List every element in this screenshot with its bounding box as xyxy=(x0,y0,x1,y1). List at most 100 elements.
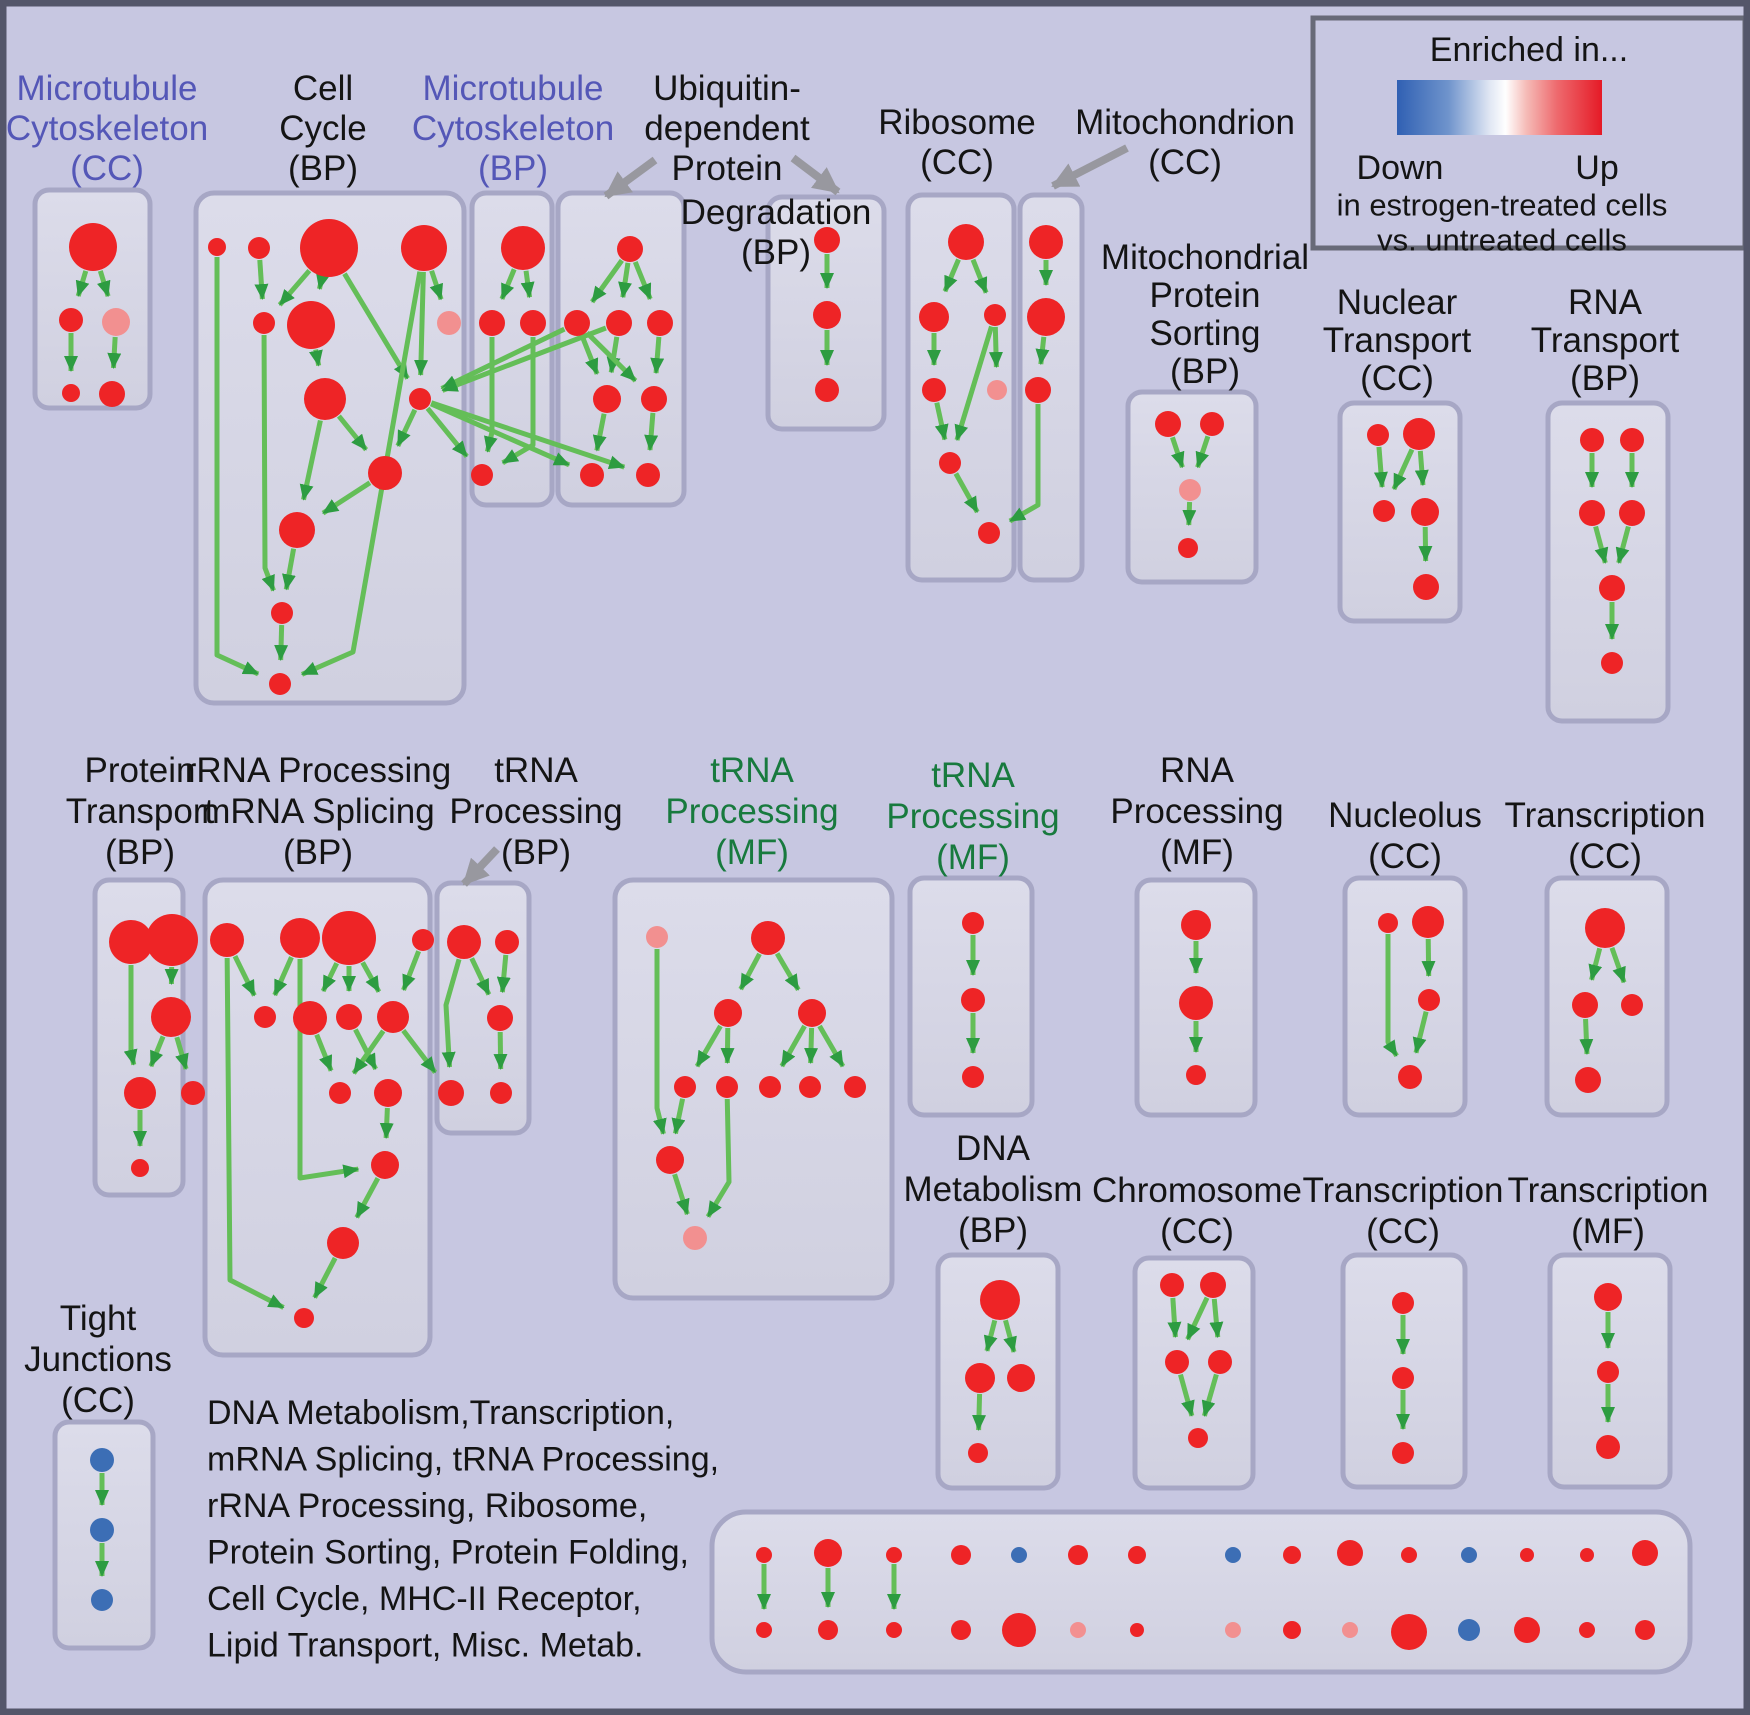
label-nucleolus: Nucleolus (CC) xyxy=(1328,796,1482,876)
go-term-node-rna-trans-rt1 xyxy=(1580,428,1604,452)
edge-cell-cycle-c11-c12 xyxy=(282,548,297,591)
edge-cell-cycle-c4-c13 xyxy=(300,271,423,677)
go-term-node-trans-cc-2-z2 xyxy=(1392,1367,1414,1389)
edge-trans-cc-1-y2-y4 xyxy=(1579,1018,1594,1056)
label-cell-cycle: Cell Cycle (BP) xyxy=(279,69,367,188)
go-term-node-mt-cc-c xyxy=(102,308,130,336)
go-term-node-misc-strip-g3b xyxy=(886,1622,902,1638)
go-term-node-cell-cycle-c1 xyxy=(208,238,226,256)
go-term-node-rna-mf-x1 xyxy=(1181,910,1211,940)
go-term-node-trans-cc-1-y4 xyxy=(1575,1067,1601,1093)
go-term-node-rrna-rr2 xyxy=(280,918,320,958)
label-trna-mf-2: tRNA Processing (MF) xyxy=(886,756,1059,877)
cluster-box-rna-trans xyxy=(1545,400,1671,724)
edge-cell-cycle-c5-c12 xyxy=(261,334,276,592)
label-mt-cc: Microtubule Cytoskeleton (CC) xyxy=(6,69,208,188)
go-term-node-rrna-rr6 xyxy=(293,1001,327,1035)
edge-cell-cycle-c10-c11 xyxy=(321,480,372,516)
label-rrna: rRNA Processing mRNA Splicing (BP) xyxy=(185,751,451,872)
go-term-node-misc-strip-g14t xyxy=(1580,1548,1594,1562)
edge-rrna-rr11-rr12 xyxy=(354,1177,381,1219)
label-trans-mf: Transcription (MF) xyxy=(1508,1171,1709,1251)
edge-ubiq1-u1-u4 xyxy=(632,261,653,300)
edge-rrna-rr3-rr8 xyxy=(360,961,382,993)
go-term-node-trans-cc-1-y3 xyxy=(1621,994,1643,1016)
go-term-node-misc-strip-g4b xyxy=(951,1620,971,1640)
edge-rrna-rr1-rr13 xyxy=(224,957,285,1310)
go-term-node-mt-cc-d xyxy=(62,384,80,402)
go-term-node-nucleolus-nl3 xyxy=(1418,989,1440,1011)
edge-chromosome-ch4-ch5 xyxy=(1201,1373,1219,1417)
edge-mt-cc-c-e xyxy=(107,336,122,370)
edge-dna-met-d1-d3 xyxy=(1003,1319,1017,1353)
go-term-node-misc-strip-g11b xyxy=(1391,1614,1427,1650)
go-term-node-trna-bp-tp3 xyxy=(487,1005,513,1031)
go-term-node-rrna-rr13 xyxy=(294,1308,314,1328)
go-term-node-misc-strip-g11t xyxy=(1401,1547,1417,1563)
edge-cell-cycle-c9-c10 xyxy=(395,408,418,447)
go-term-node-misc-strip-g6b xyxy=(1070,1622,1086,1638)
edge-ubiq1-u3-u5 xyxy=(606,336,621,374)
go-term-node-cell-cycle-c5 xyxy=(253,312,275,334)
edge-rrna-rr10-rr11 xyxy=(379,1107,394,1140)
go-term-node-prot-trans-t1 xyxy=(109,920,153,964)
go-term-node-ubiq2-v1 xyxy=(814,227,840,253)
go-term-node-trans-cc-1-y1 xyxy=(1585,908,1625,948)
edge-nucleolus-nl1-nl4 xyxy=(1382,934,1399,1058)
go-term-node-chromosome-ch3 xyxy=(1165,1350,1189,1374)
go-term-node-nuc-trans-nt2 xyxy=(1403,418,1435,450)
edge-cell-cycle-c8-c11 xyxy=(299,419,323,501)
label-dna-met: DNA Metabolism (BP) xyxy=(904,1129,1083,1250)
label-prot-trans: Protein Transport (BP) xyxy=(66,751,215,872)
go-term-node-misc-strip-g13b xyxy=(1514,1617,1540,1643)
edge-mt-bp-m3-m4 xyxy=(501,337,536,465)
legend-gradient-bar xyxy=(1397,80,1602,135)
cluster-box-trna-mf-1 xyxy=(612,877,895,1301)
go-term-node-rrna-rr11 xyxy=(371,1151,399,1179)
cross-edge-rrna.rr8-trna-bp.tp4 xyxy=(401,1028,438,1074)
go-term-node-trans-cc-2-z3 xyxy=(1392,1442,1414,1464)
label-rna-mf: RNA Processing (MF) xyxy=(1110,751,1283,872)
edge-trna-mf-1-pb2-q2 xyxy=(705,1098,732,1218)
go-term-node-misc-strip-g9b xyxy=(1283,1621,1301,1639)
go-term-node-cell-cycle-c12 xyxy=(271,602,293,624)
go-term-node-ribosome-r7 xyxy=(978,522,1000,544)
go-term-node-rrna-rr5 xyxy=(254,1006,276,1028)
cross-edge-mito.mt3-ribosome.r7 xyxy=(1008,404,1041,524)
edge-cell-cycle-c2-c5 xyxy=(254,259,269,301)
edge-trna-mf-1-p4-pb4 xyxy=(804,1027,819,1065)
go-term-node-chromosome-ch4 xyxy=(1208,1350,1232,1374)
go-term-node-tight-junc-tj1 xyxy=(90,1448,114,1472)
go-term-node-mito-mt3 xyxy=(1025,377,1051,403)
label-misc-list: DNA Metabolism,Transcription, mRNA Splici… xyxy=(207,1394,719,1665)
cross-edge-ubiq1.u2-cell-cycle.c9 xyxy=(440,326,566,391)
edge-cell-cycle-c12-c13 xyxy=(274,624,289,662)
go-term-node-trna-mf-1-p4 xyxy=(798,999,826,1027)
edge-ubiq1-u4-u6 xyxy=(650,336,665,375)
edge-chromosome-ch1-ch3 xyxy=(1167,1297,1182,1339)
edge-prot-trans-t1-t4 xyxy=(123,965,138,1066)
edge-ubiq1-u5-u7 xyxy=(592,413,607,452)
go-term-node-misc-strip-g1b xyxy=(756,1622,772,1638)
go-term-node-ubiq1-u2 xyxy=(564,310,590,336)
go-term-node-mps-s4 xyxy=(1178,538,1198,558)
go-term-node-mt-cc-a xyxy=(69,223,117,271)
go-term-node-misc-strip-g12b xyxy=(1458,1619,1480,1641)
go-term-node-dna-met-d1 xyxy=(980,1280,1020,1320)
go-term-node-dna-met-d2 xyxy=(965,1363,995,1393)
cross-edge-cell-cycle.c9-mt-bp.m4 xyxy=(425,406,469,458)
go-term-node-misc-strip-g7t xyxy=(1128,1546,1146,1564)
go-term-node-ribosome-r3 xyxy=(984,304,1006,326)
go-term-node-rrna-rr4 xyxy=(412,929,434,951)
go-term-node-trna-mf-1-pb5 xyxy=(844,1076,866,1098)
edge-cell-cycle-c3-c9 xyxy=(342,272,410,380)
edge-mt-cc-a-b xyxy=(75,270,90,298)
edge-nuc-trans-nt1-nt3 xyxy=(1373,446,1388,489)
go-term-node-mt-bp-m1 xyxy=(501,226,545,270)
edge-trna-mf-1-p4-pb5 xyxy=(817,1024,846,1068)
cluster-box-dna-met xyxy=(935,1252,1061,1491)
edge-cell-cycle-c3-c5 xyxy=(277,269,312,307)
edge-cell-cycle-c8-c10 xyxy=(336,414,369,452)
edge-ribosome-r4-r6 xyxy=(934,402,949,441)
